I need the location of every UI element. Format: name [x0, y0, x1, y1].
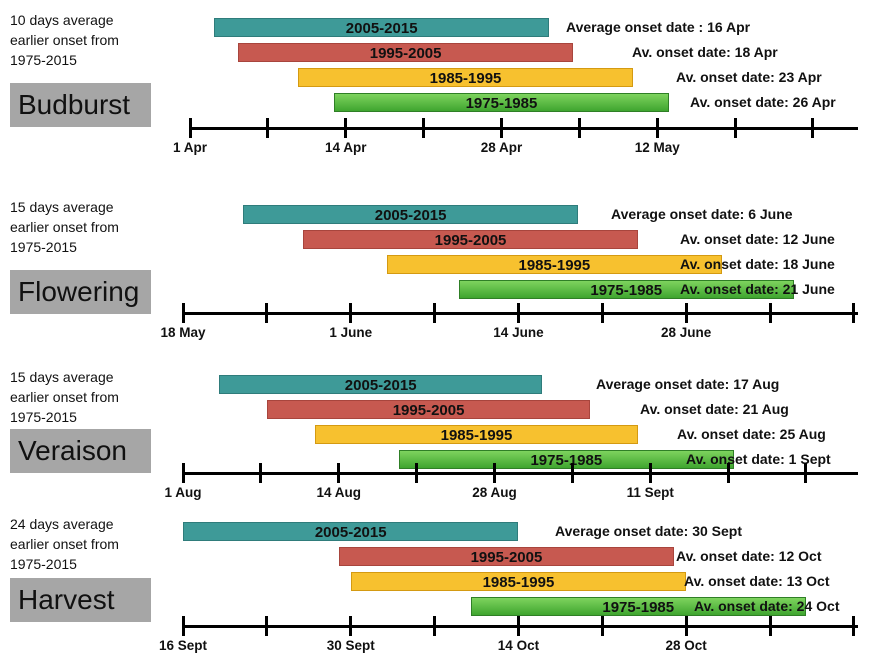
x-tick: [181, 616, 185, 636]
stage-label: Harvest: [10, 578, 151, 622]
onset-label: Av. onset date: 24 Oct: [694, 598, 840, 614]
x-tick: [516, 303, 520, 323]
x-tick-label: 28 June: [661, 325, 712, 340]
x-tick: [422, 118, 426, 138]
bar-1975-1985: 1975-1985: [333, 93, 670, 112]
x-tick: [415, 463, 419, 483]
x-tick: [852, 616, 856, 636]
bar-1995-2005: 1995-2005: [338, 547, 675, 566]
x-tick: [337, 463, 341, 483]
x-tick: [492, 463, 496, 483]
x-tick: [570, 463, 574, 483]
bar-1995-2005: 1995-2005: [266, 400, 591, 419]
x-tick-label: 14 Apr: [324, 140, 367, 155]
onset-label: Av. onset date: 18 Apr: [632, 44, 778, 60]
x-tick: [600, 616, 604, 636]
x-tick-label: 12 May: [634, 140, 680, 155]
x-tick: [349, 616, 353, 636]
onset-label: Av. onset date: 13 Oct: [684, 573, 830, 589]
x-tick: [655, 118, 659, 138]
bar-1995-2005: 1995-2005: [237, 43, 574, 62]
x-tick-label: 28 Apr: [480, 140, 523, 155]
x-tick: [344, 118, 348, 138]
x-tick: [259, 463, 263, 483]
onset-label: Average onset date : 16 Apr: [566, 19, 751, 35]
x-tick-label: 30 Sept: [326, 638, 375, 653]
onset-label: Average onset date: 6 June: [611, 206, 793, 222]
bar-1975-1985: 1975-1985: [458, 280, 794, 299]
x-tick: [577, 118, 581, 138]
onset-label: Av. onset date: 1 Sept: [686, 451, 831, 467]
x-tick: [266, 118, 270, 138]
onset-label: Av. onset date: 26 Apr: [690, 94, 836, 110]
x-tick-label: 1 June: [329, 325, 373, 340]
bar-1995-2005: 1995-2005: [302, 230, 639, 249]
x-axis-line: [183, 312, 858, 315]
x-tick: [265, 303, 269, 323]
onset-label: Av. onset date: 12 Oct: [676, 548, 822, 564]
x-tick: [733, 118, 737, 138]
onset-note: 15 days average earlier onset from 1975-…: [10, 199, 119, 255]
x-tick: [349, 303, 353, 323]
x-tick-label: 14 Oct: [497, 638, 540, 653]
x-tick: [181, 463, 185, 483]
stage-label: Budburst: [10, 83, 151, 127]
onset-label: Average onset date: 30 Sept: [555, 523, 742, 539]
x-tick: [516, 616, 520, 636]
x-axis-line: [183, 472, 858, 475]
onset-label: Average onset date: 17 Aug: [596, 376, 780, 392]
x-tick: [804, 463, 808, 483]
onset-label: Av. onset date: 21 Aug: [640, 401, 789, 417]
onset-label: Av. onset date: 25 Aug: [677, 426, 826, 442]
x-tick: [768, 303, 772, 323]
bar-1985-1995: 1985-1995: [297, 68, 634, 87]
bar-2005-2015: 2005-2015: [242, 205, 579, 224]
x-tick: [684, 303, 688, 323]
x-tick: [433, 616, 437, 636]
onset-label: Av. onset date: 18 June: [680, 256, 835, 272]
onset-label: Av. onset date: 12 June: [680, 231, 835, 247]
onset-note: 24 days average earlier onset from 1975-…: [10, 516, 119, 572]
x-tick-label: 1 Aug: [164, 485, 202, 500]
x-tick: [600, 303, 604, 323]
stage-label: Veraison: [10, 429, 151, 473]
x-tick-label: 14 June: [493, 325, 544, 340]
bar-1975-1985: 1975-1985: [470, 597, 806, 616]
x-tick-label: 28 Aug: [472, 485, 517, 500]
x-tick: [265, 616, 269, 636]
x-axis-line: [190, 127, 858, 130]
x-tick: [499, 118, 503, 138]
x-tick: [648, 463, 652, 483]
bar-1985-1995: 1985-1995: [386, 255, 723, 274]
bar-2005-2015: 2005-2015: [213, 18, 550, 37]
bar-1975-1985: 1975-1985: [398, 450, 735, 469]
onset-label: Av. onset date: 23 Apr: [676, 69, 822, 85]
onset-note: 10 days average earlier onset from 1975-…: [10, 12, 119, 68]
x-axis-line: [183, 625, 858, 628]
x-tick: [684, 616, 688, 636]
x-tick-label: 18 May: [160, 325, 206, 340]
x-tick: [811, 118, 815, 138]
x-tick-label: 28 Oct: [665, 638, 707, 653]
bar-1985-1995: 1985-1995: [350, 572, 687, 591]
x-tick: [768, 616, 772, 636]
x-tick: [181, 303, 185, 323]
x-tick: [433, 303, 437, 323]
onset-label: Av. onset date: 21 June: [680, 281, 835, 297]
stage-label: Flowering: [10, 270, 151, 314]
x-tick-label: 1 Apr: [172, 140, 208, 155]
x-tick-label: 16 Sept: [158, 638, 208, 653]
x-tick: [852, 303, 856, 323]
x-tick-label: 11 Sept: [626, 485, 674, 500]
x-tick-label: 14 Aug: [316, 485, 361, 500]
x-tick: [188, 118, 192, 138]
x-tick: [726, 463, 730, 483]
onset-note: 15 days average earlier onset from 1975-…: [10, 369, 119, 425]
bar-1985-1995: 1985-1995: [314, 425, 639, 444]
bar-2005-2015: 2005-2015: [183, 522, 519, 541]
bar-2005-2015: 2005-2015: [218, 375, 543, 394]
